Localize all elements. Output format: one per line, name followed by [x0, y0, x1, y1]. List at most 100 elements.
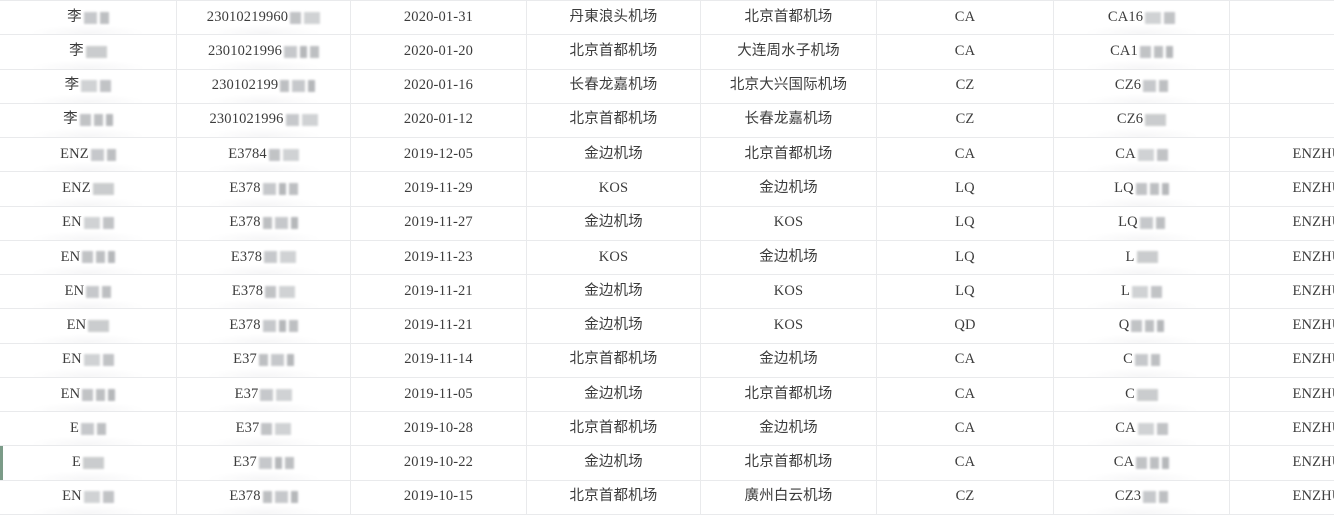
cell-passenger-name: 李 [0, 35, 177, 69]
cell-arrival-airport: 金边机场 [701, 412, 877, 446]
cell-operator: ENZHU [1230, 172, 1334, 206]
arrival-airport-value: 金边机场 [759, 181, 818, 197]
passenger-name-text: ENZ [62, 181, 91, 197]
cell-airline-code: CA [877, 446, 1054, 480]
redaction-smudge [1086, 25, 1198, 35]
flight-date-text: 2019-11-27 [404, 215, 473, 231]
redaction-block [84, 11, 109, 24]
departure-airport-value: 北京首都机场 [570, 421, 658, 437]
departure-airport-text: 金边机场 [584, 147, 643, 163]
cell-passenger-name: E [0, 412, 177, 446]
redaction-block [261, 422, 291, 435]
flight-date-text: 2019-11-14 [404, 352, 473, 368]
redaction-block [84, 354, 114, 367]
redaction-smudge [1086, 94, 1198, 104]
passenger-name-value: 李 [67, 10, 109, 26]
operator-value: ENZHU [1293, 181, 1334, 197]
id-number-text: E378 [229, 215, 260, 231]
passenger-name-text: 李 [69, 44, 84, 60]
cell-flight-number: C [1054, 343, 1230, 377]
airline-code-text: CA [955, 10, 975, 26]
redaction-smudge [208, 128, 320, 138]
cell-passenger-name: 李 [0, 1, 177, 35]
departure-airport-text: 金边机场 [584, 455, 643, 471]
redaction-block [82, 251, 115, 264]
airline-code-value: CZ [956, 112, 975, 128]
flight-number-text: Q [1119, 318, 1130, 334]
airline-code-text: CA [955, 421, 975, 437]
cell-id-number: E378 [177, 172, 351, 206]
cell-id-number: E37 [177, 412, 351, 446]
flight-date-text: 2019-10-28 [404, 421, 473, 437]
operator-text: ENZHU [1293, 181, 1334, 197]
operator-value: ENZHU [1293, 147, 1334, 163]
id-number-value: E378 [232, 284, 295, 300]
cell-passenger-name: EN [0, 309, 177, 343]
redaction-block [286, 114, 318, 127]
cell-operator [1230, 1, 1334, 35]
cell-operator [1230, 103, 1334, 137]
redaction-block [82, 388, 115, 401]
cell-flight-number: CA [1054, 446, 1230, 480]
flight-date-value: 2019-11-14 [404, 352, 473, 368]
airline-code-value: CA [955, 421, 975, 437]
cell-operator: ENZHU [1230, 206, 1334, 240]
passenger-name-text: EN [62, 352, 82, 368]
redaction-smudge [1086, 505, 1198, 515]
flight-date-text: 2020-01-12 [404, 112, 473, 128]
passenger-name-value: EN [65, 284, 112, 300]
id-number-value: E378 [229, 215, 297, 231]
cell-flight-date: 2020-01-12 [351, 103, 527, 137]
flight-date-text: 2019-10-15 [404, 489, 473, 505]
redaction-block [81, 80, 111, 93]
redaction-block [1145, 11, 1175, 24]
redaction-smudge [1086, 231, 1198, 241]
cell-operator: ENZHU [1230, 480, 1334, 514]
redaction-block [1140, 45, 1173, 58]
cell-passenger-name: EN [0, 377, 177, 411]
departure-airport-value: 金边机场 [584, 455, 643, 471]
departure-airport-text: 北京首都机场 [570, 352, 658, 368]
redaction-block [284, 45, 319, 58]
flight-date-value: 2019-10-22 [404, 455, 473, 471]
cell-arrival-airport: KOS [701, 275, 877, 309]
redaction-smudge [208, 505, 320, 515]
redaction-smudge [208, 60, 320, 70]
redaction-block [1132, 285, 1162, 298]
cell-departure-airport: 金边机场 [527, 309, 701, 343]
departure-airport-value: KOS [599, 181, 628, 197]
arrival-airport-value: 廣州白云机场 [745, 489, 833, 505]
redaction-smudge [32, 60, 144, 70]
departure-airport-text: 长春龙嘉机场 [570, 78, 658, 94]
redaction-smudge [1086, 436, 1198, 446]
cell-id-number: E37 [177, 343, 351, 377]
cell-passenger-name: EN [0, 275, 177, 309]
redaction-smudge [1086, 368, 1198, 378]
arrival-airport-text: 金边机场 [759, 352, 818, 368]
flight-number-value: CA [1115, 147, 1167, 163]
redaction-block [280, 80, 315, 93]
cell-airline-code: CA [877, 377, 1054, 411]
cell-flight-date: 2020-01-20 [351, 35, 527, 69]
operator-value: ENZHU [1293, 318, 1334, 334]
departure-airport-text: KOS [599, 250, 628, 266]
departure-airport-value: 金边机场 [584, 318, 643, 334]
cell-id-number: E378 [177, 206, 351, 240]
cell-airline-code: LQ [877, 240, 1054, 274]
